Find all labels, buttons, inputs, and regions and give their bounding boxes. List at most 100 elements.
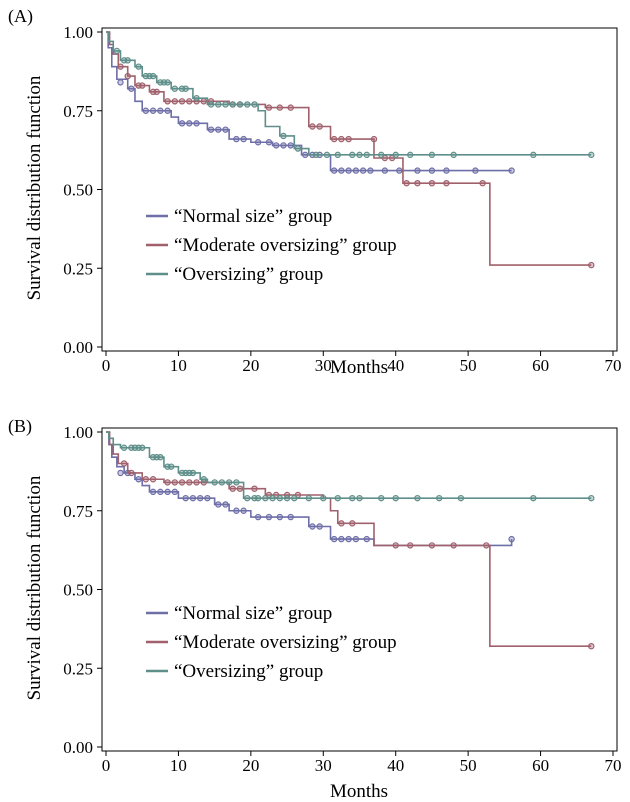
x-tick-label: 40 [387, 356, 404, 375]
censor-mark-normal [352, 535, 360, 543]
legend-label-moderate: “Moderate oversizing” group [174, 632, 397, 653]
censor-mark-oversizing [222, 101, 229, 108]
censor-mark-oversizing [378, 494, 385, 502]
censor-mark-moderate [200, 98, 207, 105]
censor-mark-normal [280, 142, 287, 149]
censor-mark-normal [443, 167, 450, 174]
y-axis-title-b: Survival distribution function [24, 475, 45, 700]
legend-label-normal: “Normal size” group [174, 206, 332, 227]
censor-mark-moderate [186, 479, 193, 486]
series-line-normal [106, 31, 512, 172]
censor-mark-oversizing [530, 151, 537, 159]
censor-mark-oversizing [157, 454, 164, 461]
censor-mark-normal [142, 107, 150, 114]
censor-mark-oversizing [262, 494, 269, 502]
censor-mark-normal [287, 142, 294, 149]
censor-mark-normal [345, 535, 352, 543]
censor-mark-moderate [117, 63, 124, 70]
censor-mark-oversizing [294, 145, 302, 152]
censor-mark-normal [233, 135, 240, 143]
x-axis-title-b: Months [330, 781, 388, 802]
x-tick-label: 30 [315, 756, 332, 775]
censor-mark-normal [157, 107, 164, 114]
censor-mark-normal [117, 79, 124, 86]
censor-mark-normal [359, 167, 367, 174]
censor-mark-oversizing [124, 57, 131, 64]
plot-area-b [106, 431, 595, 650]
censor-mark-normal [215, 501, 222, 508]
censor-mark-oversizing [349, 151, 356, 159]
censor-mark-moderate [265, 104, 273, 111]
panel-b: (B) Survival distribution function Month… [8, 416, 622, 802]
censor-mark-moderate [251, 485, 258, 492]
x-tick-label: 50 [460, 756, 477, 775]
y-tick-label: 0.50 [63, 181, 93, 200]
censor-mark-normal [309, 523, 316, 530]
legend-a: “Normal size” group “Moderate oversizing”… [146, 206, 397, 285]
x-tick-label: 0 [102, 756, 111, 775]
series-line-oversizing [106, 431, 592, 499]
censor-mark-oversizing [280, 132, 287, 140]
censor-mark-normal [149, 107, 157, 114]
legend-label-moderate: “Moderate oversizing” group [174, 235, 397, 256]
censor-mark-oversizing [312, 151, 320, 159]
y-tick-label: 0.00 [63, 738, 93, 757]
x-tick-label: 20 [242, 756, 259, 775]
plot-area-a [106, 31, 595, 269]
censor-mark-normal [254, 513, 262, 521]
legend-label-oversizing: “Oversizing” group [174, 661, 323, 682]
censor-mark-moderate [483, 542, 490, 549]
plot-frame [101, 427, 618, 752]
censor-mark-oversizing [244, 494, 251, 502]
censor-mark-oversizing [334, 151, 341, 159]
x-tick-label: 70 [605, 756, 622, 775]
censor-mark-moderate [588, 261, 595, 269]
censor-mark-oversizing [215, 101, 222, 108]
y-tick-label: 0.00 [63, 338, 93, 357]
censor-mark-normal [171, 488, 179, 496]
censor-mark-normal [182, 494, 189, 502]
censor-mark-normal [157, 488, 164, 496]
censor-mark-oversizing [193, 94, 200, 102]
censor-mark-oversizing [113, 47, 121, 55]
censor-mark-oversizing [211, 479, 218, 486]
censor-mark-normal [287, 513, 294, 521]
censor-mark-oversizing [291, 494, 298, 502]
censor-mark-normal [472, 167, 479, 174]
y-axis-title-a: Survival distribution function [24, 75, 45, 300]
panel-a: (A) Survival distribution function Month… [8, 6, 622, 378]
censor-mark-moderate [193, 479, 200, 486]
censor-mark-normal [276, 513, 284, 521]
censor-mark-normal [352, 167, 360, 174]
censor-mark-moderate [338, 520, 345, 527]
censor-mark-moderate [450, 542, 457, 549]
x-axis-title-a: Months [330, 357, 388, 378]
censor-mark-oversizing [244, 101, 251, 108]
censor-mark-moderate [392, 542, 399, 549]
censor-mark-oversizing [233, 479, 240, 486]
censor-mark-oversizing [167, 463, 175, 470]
censor-mark-normal [196, 494, 204, 502]
censor-mark-oversizing [349, 494, 356, 502]
censor-mark-moderate [120, 460, 128, 467]
x-tick-label: 60 [532, 356, 549, 375]
censor-mark-normal [338, 535, 345, 543]
censor-mark-moderate [287, 104, 294, 111]
censor-mark-normal [265, 513, 273, 521]
censor-mark-moderate [443, 179, 450, 187]
censor-mark-oversizing [414, 494, 421, 502]
censor-mark-normal [414, 167, 421, 174]
censor-mark-normal [186, 120, 193, 127]
censor-mark-oversizing [135, 63, 142, 70]
censor-mark-moderate [153, 88, 160, 96]
censor-mark-oversizing [356, 494, 363, 502]
axis-ticks-b: 0 10 20 30 40 50 60 70 0.00 0.25 0.50 0.75 1.00 [63, 423, 621, 775]
censor-mark-normal [508, 535, 515, 543]
censor-mark-moderate [164, 479, 171, 486]
censor-mark-moderate [128, 469, 135, 477]
censor-mark-oversizing [320, 494, 327, 502]
censor-mark-oversizing [323, 151, 331, 159]
censor-mark-moderate [124, 72, 131, 80]
censor-mark-moderate [345, 135, 352, 143]
censor-mark-normal [396, 167, 403, 174]
